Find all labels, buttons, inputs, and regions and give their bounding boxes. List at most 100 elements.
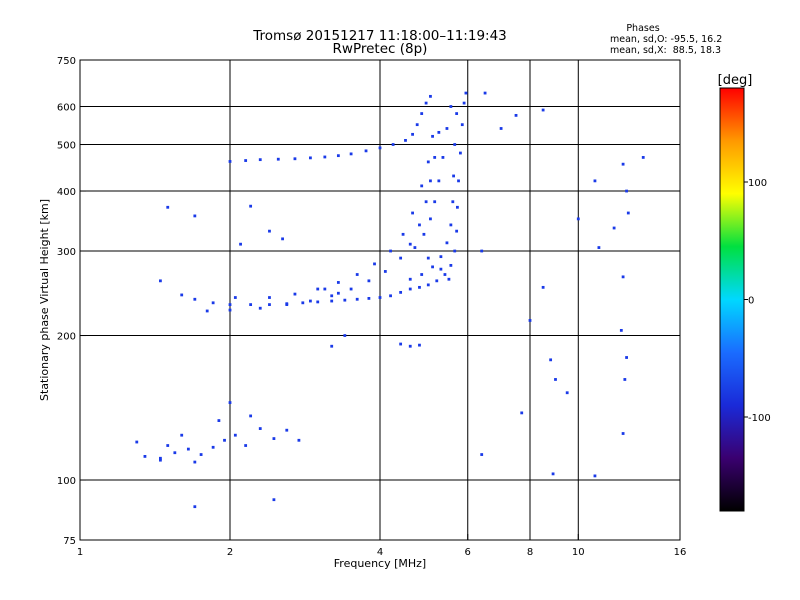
data-point	[211, 301, 215, 305]
data-point	[404, 139, 407, 142]
y-axis-label: Stationary phase Virtual Height [km]	[38, 199, 51, 401]
data-point	[439, 255, 443, 259]
data-point	[426, 283, 430, 287]
data-point	[424, 200, 428, 204]
data-point	[457, 179, 460, 183]
data-point	[383, 270, 387, 273]
data-point	[272, 498, 276, 502]
data-point	[233, 433, 237, 437]
data-point	[426, 256, 430, 260]
data-point	[249, 303, 253, 306]
data-point	[429, 217, 432, 221]
data-point	[576, 217, 580, 221]
data-point	[455, 112, 459, 115]
data-point	[349, 287, 353, 291]
data-point	[593, 179, 597, 183]
data-point	[623, 378, 627, 381]
data-point	[464, 91, 468, 95]
data-point	[364, 149, 368, 153]
data-point	[186, 447, 190, 451]
data-point	[418, 285, 421, 289]
data-point	[378, 296, 382, 299]
data-point	[401, 232, 405, 236]
data-point	[228, 303, 232, 306]
data-point	[223, 438, 226, 442]
data-point	[285, 303, 289, 306]
data-point	[437, 130, 441, 134]
y-tick-label: 200	[57, 332, 76, 343]
data-point	[597, 246, 601, 249]
data-point	[520, 411, 524, 415]
x-tick-label: 8	[527, 547, 533, 558]
data-point	[625, 189, 628, 193]
data-point	[173, 451, 177, 455]
x-tick-label: 16	[674, 547, 687, 558]
data-point	[453, 143, 457, 146]
data-point	[426, 160, 430, 164]
data-point	[499, 127, 503, 130]
data-point	[193, 297, 197, 301]
data-point	[180, 293, 184, 297]
data-point	[233, 296, 237, 299]
data-point	[336, 291, 340, 295]
data-point	[159, 279, 162, 283]
colorbar-tick-label: 100	[748, 178, 767, 189]
data-points	[135, 91, 645, 509]
data-point	[268, 229, 271, 233]
y-tick-label: 75	[63, 536, 76, 547]
data-point	[316, 300, 320, 304]
data-point	[228, 401, 232, 404]
data-point	[480, 249, 484, 253]
data-point	[355, 297, 359, 301]
data-point	[336, 281, 340, 284]
data-point	[415, 123, 419, 127]
chart-subtitle: RwPretec (8p)	[333, 41, 428, 57]
data-point	[619, 328, 623, 332]
data-point	[323, 155, 327, 159]
data-point	[373, 262, 376, 266]
data-point	[343, 298, 347, 302]
data-point	[626, 211, 630, 215]
data-point	[433, 200, 437, 204]
y-tick-label: 500	[57, 141, 76, 152]
data-point	[272, 437, 276, 440]
data-point	[309, 299, 312, 303]
data-point	[316, 287, 320, 291]
y-tick-label: 300	[57, 247, 76, 258]
data-point	[258, 158, 262, 162]
y-tick-label: 400	[57, 187, 76, 198]
data-point	[424, 101, 428, 105]
data-point	[447, 277, 451, 281]
data-point	[551, 472, 555, 476]
data-point	[453, 249, 457, 253]
data-point	[281, 237, 284, 241]
data-point	[166, 205, 170, 209]
data-point	[437, 179, 441, 183]
y-tick-label: 600	[57, 103, 76, 114]
data-point	[449, 263, 453, 267]
data-point	[411, 211, 414, 215]
data-point	[449, 223, 453, 227]
data-point	[483, 91, 487, 95]
data-point	[285, 428, 289, 432]
colorbar	[719, 87, 745, 512]
data-point	[612, 226, 616, 230]
y-axis-ticks: 75 100 200 300 400 500 600 750	[57, 56, 86, 547]
data-point	[293, 292, 297, 296]
data-point	[408, 287, 412, 291]
data-point	[420, 184, 424, 188]
data-point	[399, 256, 403, 260]
data-point	[389, 249, 392, 253]
data-point	[621, 275, 625, 279]
data-point	[451, 200, 455, 204]
data-point	[159, 458, 162, 462]
data-point	[541, 108, 545, 112]
data-point	[429, 179, 432, 183]
x-tick-label: 10	[572, 547, 585, 558]
data-point	[297, 438, 301, 442]
data-point	[268, 303, 271, 306]
data-point	[514, 113, 518, 117]
data-point	[418, 343, 421, 347]
data-point	[554, 378, 557, 381]
data-point	[420, 273, 424, 276]
